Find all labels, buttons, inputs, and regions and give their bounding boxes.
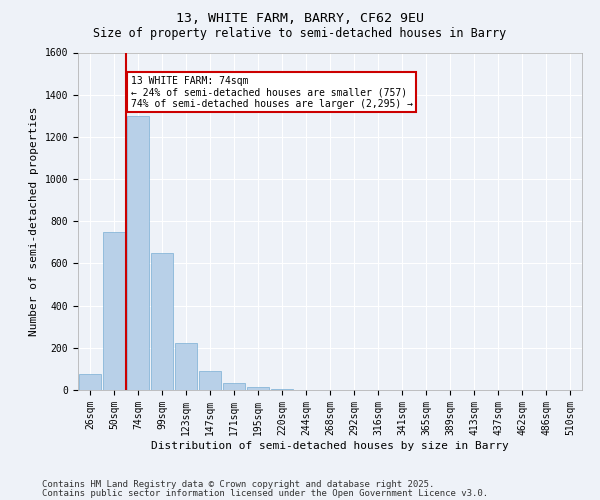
Text: 13 WHITE FARM: 74sqm
← 24% of semi-detached houses are smaller (757)
74% of semi: 13 WHITE FARM: 74sqm ← 24% of semi-detac…: [131, 76, 413, 109]
Bar: [247, 387, 269, 390]
Text: Contains public sector information licensed under the Open Government Licence v3: Contains public sector information licen…: [42, 489, 488, 498]
Bar: [127, 116, 149, 390]
Bar: [79, 374, 101, 390]
Bar: [103, 232, 125, 390]
Y-axis label: Number of semi-detached properties: Number of semi-detached properties: [29, 106, 39, 336]
X-axis label: Distribution of semi-detached houses by size in Barry: Distribution of semi-detached houses by …: [151, 440, 509, 450]
Bar: [175, 342, 197, 390]
Text: 13, WHITE FARM, BARRY, CF62 9EU: 13, WHITE FARM, BARRY, CF62 9EU: [176, 12, 424, 26]
Bar: [271, 389, 293, 390]
Bar: [151, 253, 173, 390]
Bar: [223, 382, 245, 390]
Text: Size of property relative to semi-detached houses in Barry: Size of property relative to semi-detach…: [94, 28, 506, 40]
Text: Contains HM Land Registry data © Crown copyright and database right 2025.: Contains HM Land Registry data © Crown c…: [42, 480, 434, 489]
Bar: [199, 371, 221, 390]
